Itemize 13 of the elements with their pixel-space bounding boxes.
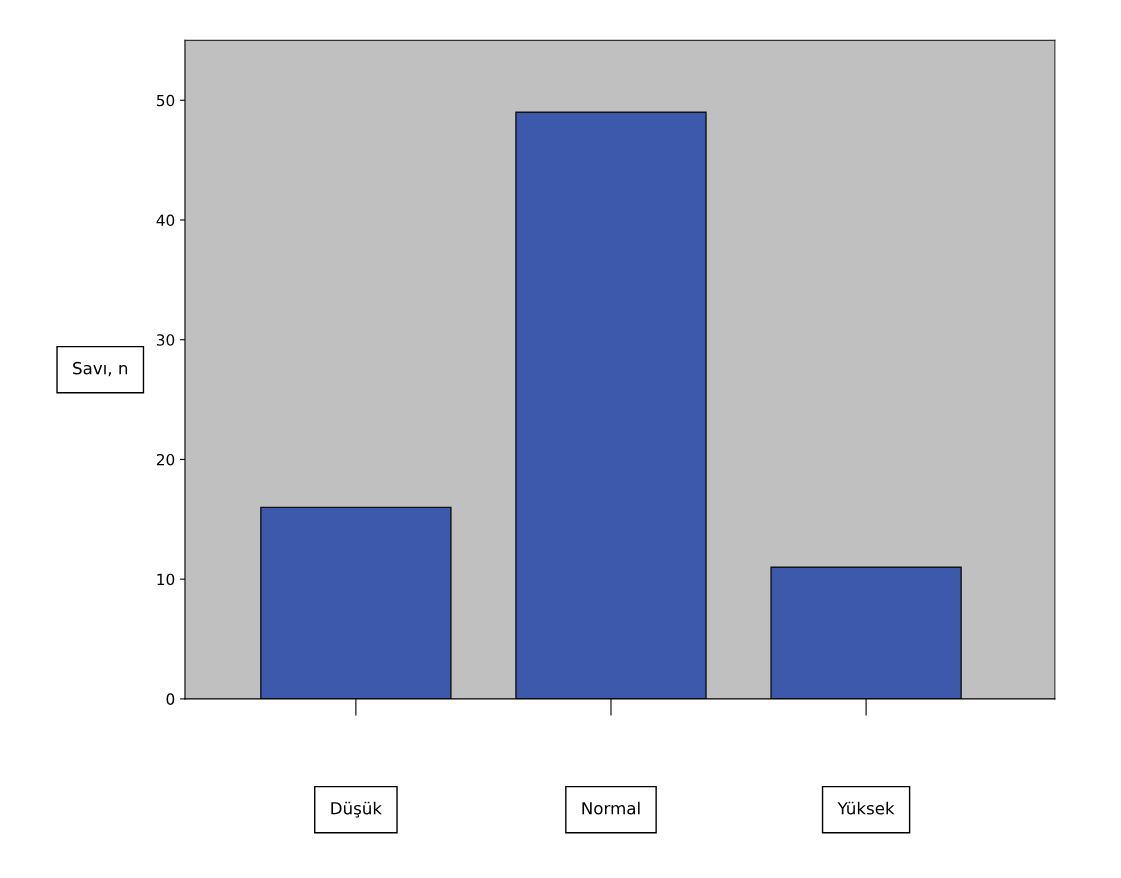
y-tick-label: 20 (156, 453, 175, 466)
bar (515, 111, 707, 699)
bar (770, 566, 962, 699)
y-axis-title: Savı, n (73, 361, 128, 377)
y-tick-label: 50 (156, 94, 175, 107)
y-tick-label: 0 (166, 693, 175, 705)
bar (260, 506, 452, 699)
x-tick-label: Düşük (331, 801, 382, 818)
y-tick-label: 30 (156, 334, 175, 346)
x-tick-label: Yüksek (837, 801, 895, 815)
x-tick-label: Normal (582, 801, 640, 815)
y-tick-label: 10 (157, 573, 175, 586)
y-tick-label: 40 (156, 214, 175, 226)
